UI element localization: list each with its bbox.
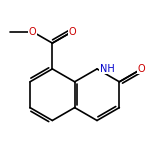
Text: NH: NH [100, 64, 114, 74]
Text: O: O [69, 26, 76, 36]
Text: O: O [138, 64, 145, 74]
Text: O: O [28, 26, 36, 36]
